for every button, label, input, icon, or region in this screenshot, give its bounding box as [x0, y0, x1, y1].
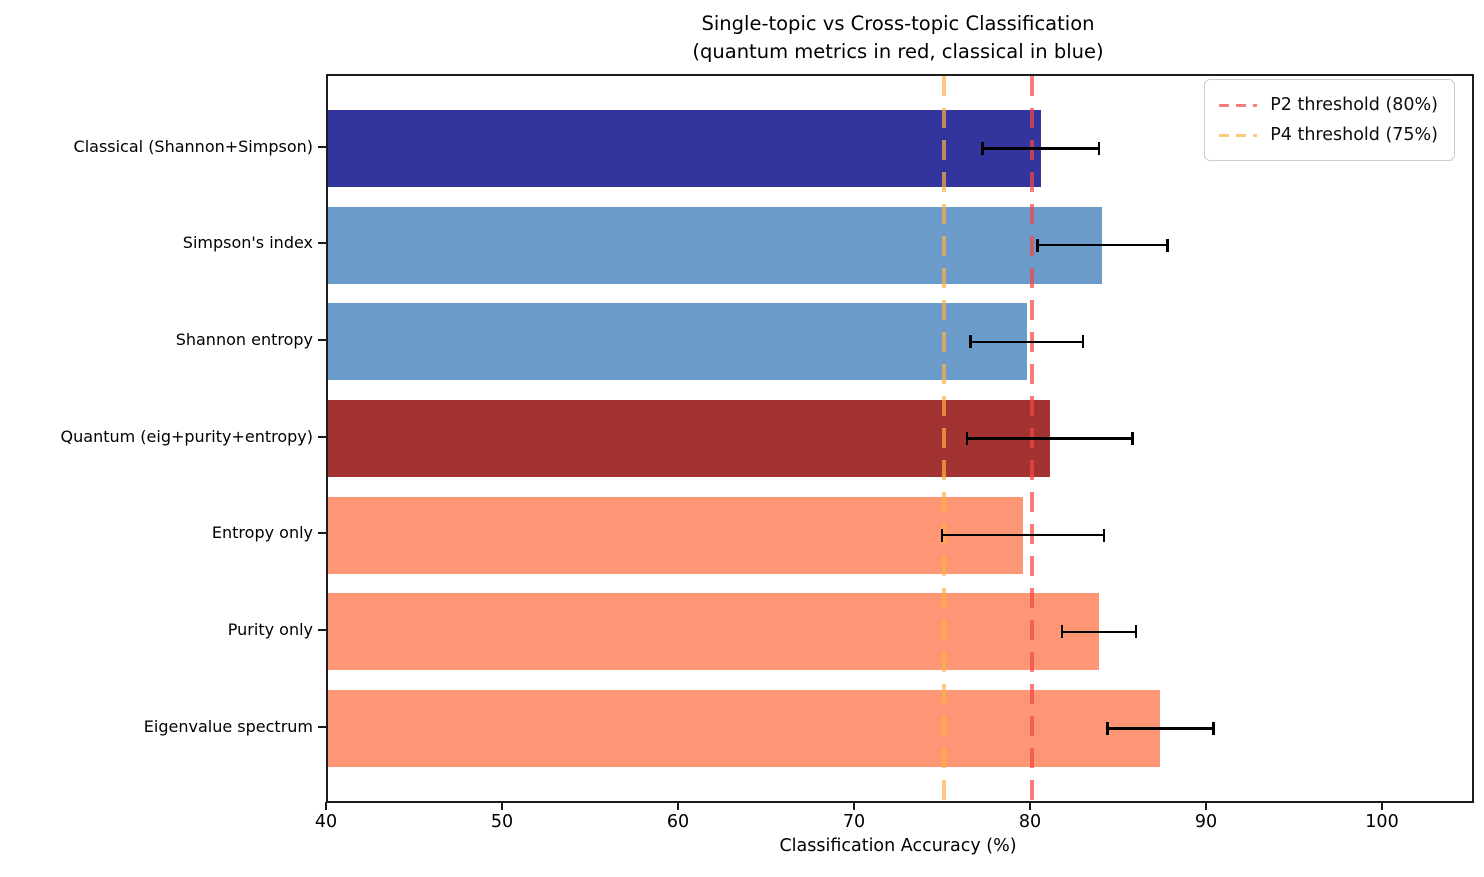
error-cap-hi-entropy-only — [1102, 528, 1106, 542]
y-tick-classical-shannon-simpson — [318, 145, 326, 148]
bar-simpson-s-index — [328, 206, 1103, 284]
y-tick-eigenvalue-spectrum — [318, 725, 326, 728]
chart-subtitle: (quantum metrics in red, classical in bl… — [692, 39, 1104, 63]
x-tick-40 — [325, 801, 327, 810]
error-bar-purity-only — [1061, 630, 1136, 634]
legend-label-p4-threshold-75: P4 threshold (75%) — [1270, 125, 1438, 145]
x-tick-100 — [1381, 801, 1383, 810]
error-cap-lo-eigenvalue-spectrum — [1106, 722, 1109, 735]
y-tick-label-eigenvalue-spectrum: Eigenvalue spectrum — [143, 716, 313, 736]
error-cap-hi-classical-shannon-simpson — [1097, 142, 1101, 155]
x-tick-label-70: 70 — [842, 812, 866, 832]
x-tick-label-50: 50 — [490, 812, 514, 832]
error-cap-hi-shannon-entropy — [1081, 335, 1085, 349]
legend-label-p2-threshold-80: P2 threshold (80%) — [1270, 95, 1438, 115]
y-tick-label-entropy-only: Entropy only — [211, 523, 313, 543]
y-tick-purity-only — [318, 628, 326, 631]
error-bar-simpson-s-index — [1037, 243, 1168, 247]
bar-classical-shannon-simpson — [328, 109, 1041, 188]
threshold-line-p4-threshold-75 — [942, 76, 946, 801]
error-bar-shannon-entropy — [970, 340, 1084, 344]
error-cap-lo-quantum-eig-purity-entropy — [965, 432, 969, 445]
y-tick-label-shannon-entropy: Shannon entropy — [175, 329, 313, 349]
y-tick-shannon-entropy — [318, 338, 326, 341]
x-tick-70 — [853, 801, 855, 810]
error-cap-lo-classical-shannon-simpson — [981, 142, 984, 155]
error-cap-hi-quantum-eig-purity-entropy — [1131, 432, 1134, 445]
x-tick-label-40: 40 — [314, 812, 338, 832]
error-cap-lo-shannon-entropy — [969, 335, 972, 349]
x-tick-80 — [1029, 801, 1031, 810]
error-cap-hi-simpson-s-index — [1166, 238, 1169, 252]
y-tick-quantum-eig-purity-entropy — [318, 435, 326, 438]
x-tick-label-90: 90 — [1194, 812, 1218, 832]
y-tick-label-quantum-eig-purity-entropy: Quantum (eig+purity+entropy) — [60, 426, 313, 446]
chart-title: Single-topic vs Cross-topic Classificati… — [701, 12, 1095, 35]
bar-eigenvalue-spectrum — [328, 689, 1161, 768]
x-tick-label-100: 100 — [1365, 812, 1399, 832]
y-tick-entropy-only — [318, 532, 326, 535]
dashed-line-icon — [1219, 133, 1258, 137]
error-cap-lo-purity-only — [1060, 625, 1064, 639]
x-tick-label-80: 80 — [1018, 812, 1042, 832]
x-tick-90 — [1205, 801, 1207, 810]
y-tick-simpson-s-index — [318, 242, 326, 245]
error-cap-hi-eigenvalue-spectrum — [1212, 722, 1215, 735]
y-tick-label-purity-only: Purity only — [227, 619, 313, 639]
error-cap-hi-purity-only — [1134, 625, 1138, 639]
plot-area — [326, 74, 1474, 803]
bar-shannon-entropy — [328, 303, 1027, 381]
error-cap-lo-simpson-s-index — [1036, 238, 1039, 252]
y-tick-label-classical-shannon-simpson: Classical (Shannon+Simpson) — [73, 136, 313, 156]
x-tick-label-60: 60 — [666, 812, 690, 832]
x-tick-50 — [501, 801, 503, 810]
legend: P2 threshold (80%) P4 threshold (75%) — [1204, 79, 1455, 161]
x-tick-60 — [677, 801, 679, 810]
bar-purity-only — [328, 593, 1099, 671]
legend-entry-p4-threshold-75: P4 threshold (75%) — [1219, 120, 1438, 150]
error-bar-classical-shannon-simpson — [982, 147, 1099, 150]
error-bar-eigenvalue-spectrum — [1107, 727, 1214, 730]
bar-quantum-eig-purity-entropy — [328, 399, 1050, 478]
error-bar-quantum-eig-purity-entropy — [966, 437, 1133, 440]
y-tick-label-simpson-s-index: Simpson's index — [182, 233, 313, 253]
x-axis-label: Classification Accuracy (%) — [779, 836, 1017, 856]
legend-entry-p2-threshold-80: P2 threshold (80%) — [1219, 90, 1438, 120]
error-cap-lo-entropy-only — [940, 528, 944, 542]
dashed-line-icon — [1219, 103, 1258, 107]
error-bar-entropy-only — [942, 533, 1105, 537]
chart-title-block: Single-topic vs Cross-topic Classificati… — [326, 10, 1470, 65]
bar-entropy-only — [328, 496, 1024, 574]
